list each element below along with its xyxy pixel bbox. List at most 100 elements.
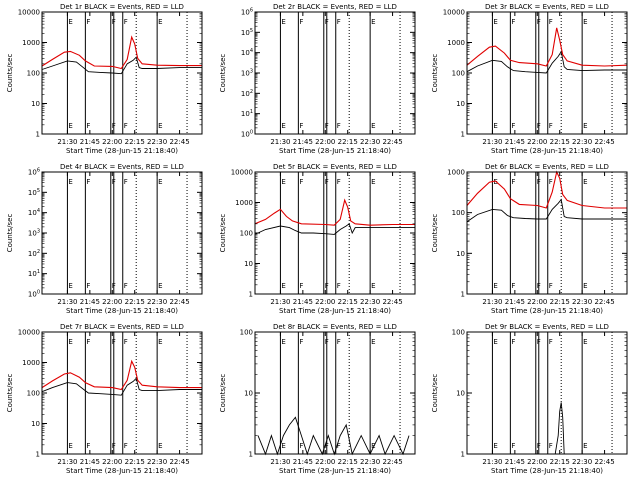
panel-title: Det 6r BLACK = Events, RED = LLD [485,163,609,171]
y-tick-label: 100 [452,70,465,78]
marker-label-top: F [124,18,128,26]
y-tick-label: 1 [249,451,253,459]
panel-title: Det 8r BLACK = Events, RED = LLD [273,323,397,331]
x-tick-label: 22:15 [550,138,570,146]
x-tick-label: 21:30 [57,138,77,146]
marker-label-top: E [493,178,497,186]
panel-det-5: Det 5r BLACK = Events, RED = LLDEEFFFFFF… [219,163,416,315]
x-tick-label: 21:30 [482,458,502,466]
y-tick-label: 1000 [447,39,465,47]
y-tick-label: 10 [456,250,465,258]
y-axis-label: Counts/sec [431,374,439,413]
series-line-events [41,56,202,75]
marker-label: E [371,442,375,450]
marker-label-top: F [124,178,128,186]
panel-det-3: Det 3r BLACK = Events, RED = LLDEEFFFFFF… [431,3,628,155]
marker-label-top: E [68,338,72,346]
marker-label-top: E [281,338,285,346]
x-tick-label: 21:30 [57,298,77,306]
y-tick-label: 104 [241,48,253,57]
marker-label-top: E [68,178,72,186]
marker-label: F [124,122,128,130]
marker-label: F [511,442,515,450]
y-tick-label: 10 [244,260,253,268]
x-axis-label: Start Time (28-Jun-15 21:18:40) [491,307,603,315]
marker-label: F [86,122,90,130]
y-tick-label: 1 [461,451,465,459]
plot-frame [254,11,416,135]
y-tick-label: 10 [456,100,465,108]
x-tick-label: 21:30 [482,298,502,306]
x-tick-label: 21:30 [270,298,290,306]
y-axis-label: Counts/sec [6,214,14,253]
x-tick-label: 22:00 [102,458,122,466]
panel-det-7: Det 7r BLACK = Events, RED = LLDEEFFFFFF… [6,323,203,475]
x-axis-label: Start Time (28-Jun-15 21:18:40) [66,307,178,315]
y-tick-label: 1 [36,131,40,139]
marker-label: E [583,122,587,130]
y-tick-label: 1 [36,451,40,459]
x-tick-label: 22:30 [572,458,592,466]
x-tick-label: 22:30 [360,138,380,146]
x-tick-label: 21:45 [505,138,525,146]
marker-label: E [281,282,285,290]
x-tick-label: 22:30 [360,458,380,466]
marker-label: F [549,122,553,130]
x-tick-label: 21:45 [80,138,100,146]
marker-label: E [68,122,72,130]
x-tick-label: 21:45 [293,138,313,146]
marker-label: F [299,282,303,290]
marker-label: E [583,442,587,450]
marker-label-top: E [371,178,375,186]
x-tick-label: 21:45 [293,458,313,466]
x-tick-label: 22:15 [338,138,358,146]
marker-label: E [68,442,72,450]
x-tick-label: 22:45 [594,138,614,146]
plot-frame [254,171,416,295]
marker-label-top: F [549,178,553,186]
marker-label-top: F [86,18,90,26]
x-axis-label: Start Time (28-Jun-15 21:18:40) [66,467,178,475]
marker-label-top: E [371,18,375,26]
y-axis-label: Counts/sec [219,374,227,413]
panel-title: Det 2r BLACK = Events, RED = LLD [273,3,397,11]
y-tick-label: 105 [241,28,253,37]
y-tick-label: 101 [28,269,40,278]
x-tick-label: 22:30 [147,138,167,146]
panel-title: Det 1r BLACK = Events, RED = LLD [60,3,184,11]
marker-label-top: E [493,18,497,26]
x-axis-label: Start Time (28-Jun-15 21:18:40) [66,147,178,155]
panel-det-2: Det 2r BLACK = Events, RED = LLDEEFFFFFF… [219,3,416,155]
y-tick-label: 10 [31,100,40,108]
series-line-events [466,50,627,74]
y-axis-label: Counts/sec [6,54,14,93]
y-tick-label: 102 [28,249,40,258]
marker-label-top: F [511,338,515,346]
panel-title: Det 9r BLACK = Events, RED = LLD [485,323,609,331]
series-line-lld [254,198,415,226]
marker-label-top: E [371,338,375,346]
marker-label-top: E [158,18,162,26]
x-axis-label: Start Time (28-Jun-15 21:18:40) [279,147,391,155]
panel-title: Det 3r BLACK = Events, RED = LLD [485,3,609,11]
marker-label-top: E [583,18,587,26]
marker-label: F [337,282,341,290]
x-tick-label: 22:15 [125,458,145,466]
series-line-events [552,402,568,455]
panel-title: Det 5r BLACK = Events, RED = LLD [273,163,397,171]
y-axis-label: Counts/sec [431,214,439,253]
series-line-events [257,416,410,456]
marker-label: F [549,442,553,450]
marker-label: E [493,282,497,290]
x-tick-label: 22:45 [169,138,189,146]
marker-label-top: F [299,18,303,26]
y-tick-label: 103 [28,229,40,238]
x-tick-label: 22:45 [169,298,189,306]
plot-frame [41,331,203,455]
x-tick-label: 22:00 [315,298,335,306]
y-axis-label: Counts/sec [6,374,14,413]
marker-label-top: E [281,18,285,26]
panel-det-9: Det 9r BLACK = Events, RED = LLDEEFFFFFF… [431,323,628,475]
panel-title: Det 4r BLACK = Events, RED = LLD [60,163,184,171]
series-line-events [41,377,202,396]
